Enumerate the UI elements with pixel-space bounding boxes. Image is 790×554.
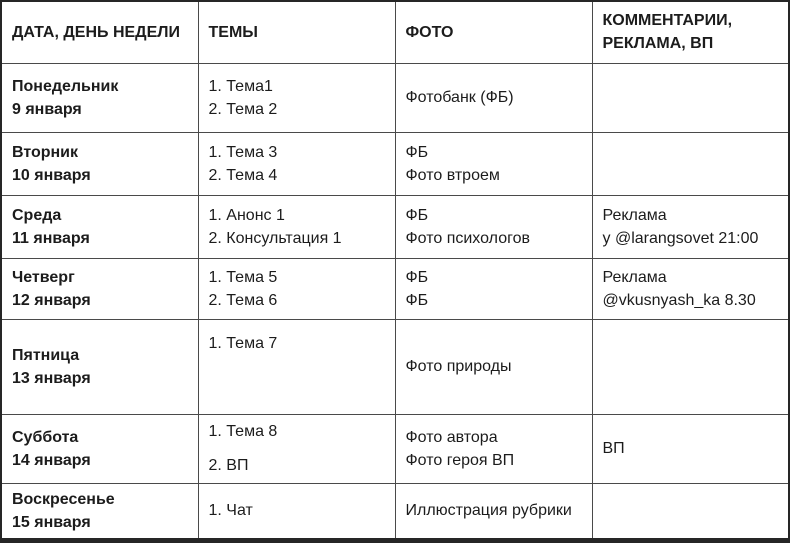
date-label: 10 января [12,166,91,184]
comments-cell: ВП [591,413,790,484]
header-date-day: ДАТА, ДЕНЬ НЕДЕЛИ [0,0,199,64]
photo-cell: Иллюстрация рубрики [394,482,593,541]
day-label: Вторник [12,143,79,161]
table-row-sunday: Воскресенье 15 января 1. Чат Иллюстрация… [0,482,790,541]
topics-cell: 1. Тема1 2. Тема 2 [197,62,396,133]
photo-cell: Фотобанк (ФБ) [394,62,593,133]
topics-cell: 1. Тема 8 2. ВП [197,413,396,484]
date-label: 12 января [12,291,91,309]
header-row: ДАТА, ДЕНЬ НЕДЕЛИ ТЕМЫ ФОТО КОММЕНТАРИИ,… [0,0,790,64]
date-day-cell: Среда 11 января [0,194,199,259]
header-topics-label: ТЕМЫ [208,23,258,41]
date-day-cell: Пятница 13 января [0,318,199,415]
date-label: 11 января [12,229,90,247]
topics-cell: 1. Анонс 1 2. Консультация 1 [197,194,396,259]
comments-cell: Реклама @vkusnyash_ka 8.30 [591,257,790,320]
day-label: Четверг [12,268,75,286]
photo-cell: Фото автора Фото героя ВП [394,413,593,484]
topics-cell: 1. Тема 3 2. Тема 4 [197,131,396,196]
comments-cell: Реклама у @larangsovet 21:00 [591,194,790,259]
day-label: Пятница [12,346,80,364]
comments-cell [591,482,790,541]
date-day-cell: Воскресенье 15 января [0,482,199,541]
photo-cell: ФБ Фото втроем [394,131,593,196]
day-label: Среда [12,206,62,224]
table-row-monday: Понедельник 9 января 1. Тема1 2. Тема 2 Ф… [0,62,790,133]
day-label: Воскресенье [12,490,115,508]
date-label: 9 января [12,100,82,118]
photo-cell: ФБ ФБ [394,257,593,320]
table-row-friday: Пятница 13 января 1. Тема 7 Фото природы [0,318,790,415]
header-date-day-label: ДАТА, ДЕНЬ НЕДЕЛИ [12,23,180,41]
header-photo: ФОТО [394,0,593,64]
date-day-cell: Суббота 14 января [0,413,199,484]
photo-cell: ФБ Фото психологов [394,194,593,259]
table-row-thursday: Четверг 12 января 1. Тема 5 2. Тема 6 ФБ Ф… [0,257,790,320]
date-label: 14 января [12,451,91,469]
date-label: 13 января [12,369,91,387]
date-day-cell: Вторник 10 января [0,131,199,196]
header-comments-label: КОММЕНТАРИИ, РЕКЛАМА, ВП [602,12,733,53]
topics-cell: 1. Чат [197,482,396,541]
day-label: Понедельник [12,77,119,95]
date-day-cell: Понедельник 9 января [0,62,199,133]
comments-cell [591,318,790,415]
day-label: Суббота [12,428,79,446]
date-label: 15 января [12,513,91,531]
header-comments: КОММЕНТАРИИ, РЕКЛАМА, ВП [591,0,790,64]
topics-cell: 1. Тема 7 [197,318,396,415]
topics-cell: 1. Тема 5 2. Тема 6 [197,257,396,320]
photo-cell: Фото природы [394,318,593,415]
table-row-wednesday: Среда 11 января 1. Анонс 1 2. Консультаци… [0,194,790,259]
header-topics: ТЕМЫ [197,0,396,64]
table-row-tuesday: Вторник 10 января 1. Тема 3 2. Тема 4 ФБ Ф… [0,131,790,196]
table-row-saturday: Суббота 14 января 1. Тема 8 2. ВП Фото ав… [0,413,790,484]
date-day-cell: Четверг 12 января [0,257,199,320]
comments-cell [591,62,790,133]
comments-cell [591,131,790,196]
header-photo-label: ФОТО [405,23,454,41]
